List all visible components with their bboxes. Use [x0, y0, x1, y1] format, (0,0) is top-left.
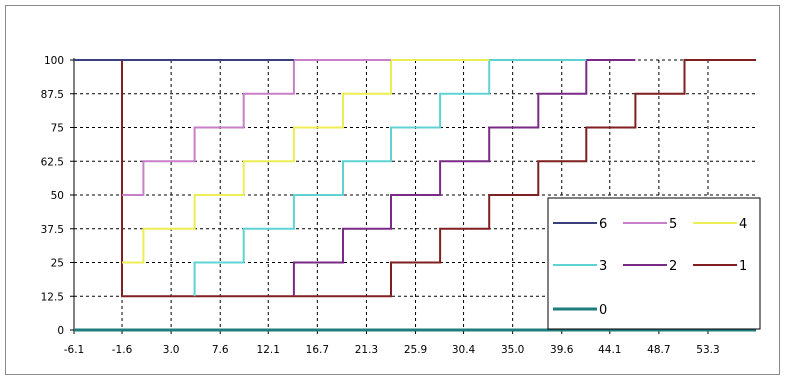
- y-tick-label: 12.5: [41, 291, 64, 303]
- legend-label-5: 5: [669, 217, 677, 232]
- legend-label-0: 0: [599, 303, 607, 318]
- x-tick-labels: -6.1 -1.6 3.0 7.6 12.1 16.7 21.3 25.9 30.4 35.0 39…: [64, 344, 720, 356]
- x-tick-label: 35.0: [501, 344, 524, 356]
- x-tick-label: 3.0: [163, 344, 180, 356]
- legend-label-1: 1: [739, 259, 747, 274]
- y-tick-label: 87.5: [41, 89, 64, 101]
- y-tick-label: 100: [44, 55, 64, 67]
- x-tick-label: 44.1: [598, 344, 621, 356]
- legend-label-3: 3: [599, 259, 607, 274]
- x-tick-label: 21.3: [355, 344, 378, 356]
- legend-label-2: 2: [669, 259, 677, 274]
- x-tick-label: 30.4: [452, 344, 476, 356]
- series-line-1: [74, 59, 756, 298]
- x-tick-label: 16.7: [306, 344, 329, 356]
- legend-label-4: 4: [739, 217, 747, 232]
- series-line-5: [122, 59, 391, 196]
- x-tick-label: -6.1: [64, 344, 85, 356]
- x-tick-label: -1.6: [112, 344, 133, 356]
- x-tick-label: 7.6: [212, 344, 229, 356]
- x-tick-label: 25.9: [404, 344, 427, 356]
- series-line-2: [292, 59, 636, 297]
- y-tick-label: 50: [51, 190, 64, 202]
- legend: 6 5 4 3 2 1 0: [547, 197, 761, 330]
- y-tick-label: 37.5: [41, 224, 64, 236]
- legend-box: [547, 197, 761, 330]
- x-tick-label: 12.1: [257, 344, 280, 356]
- y-tick-label: 62.5: [41, 156, 64, 168]
- x-tick-label: 39.6: [550, 344, 574, 356]
- legend-label-6: 6: [599, 217, 607, 232]
- series-line-4: [122, 59, 490, 264]
- y-tick-labels: 0 12.5 25 37.5 50 62.5 75 87.5 100: [41, 55, 64, 337]
- x-tick-label: 53.3: [696, 344, 719, 356]
- y-tick-label: 75: [51, 123, 64, 135]
- x-tick-label: 48.7: [647, 344, 670, 356]
- series-line-3: [193, 59, 587, 297]
- series-lines: [74, 59, 756, 332]
- y-tick-label: 0: [57, 325, 64, 337]
- y-tick-label: 25: [51, 258, 64, 270]
